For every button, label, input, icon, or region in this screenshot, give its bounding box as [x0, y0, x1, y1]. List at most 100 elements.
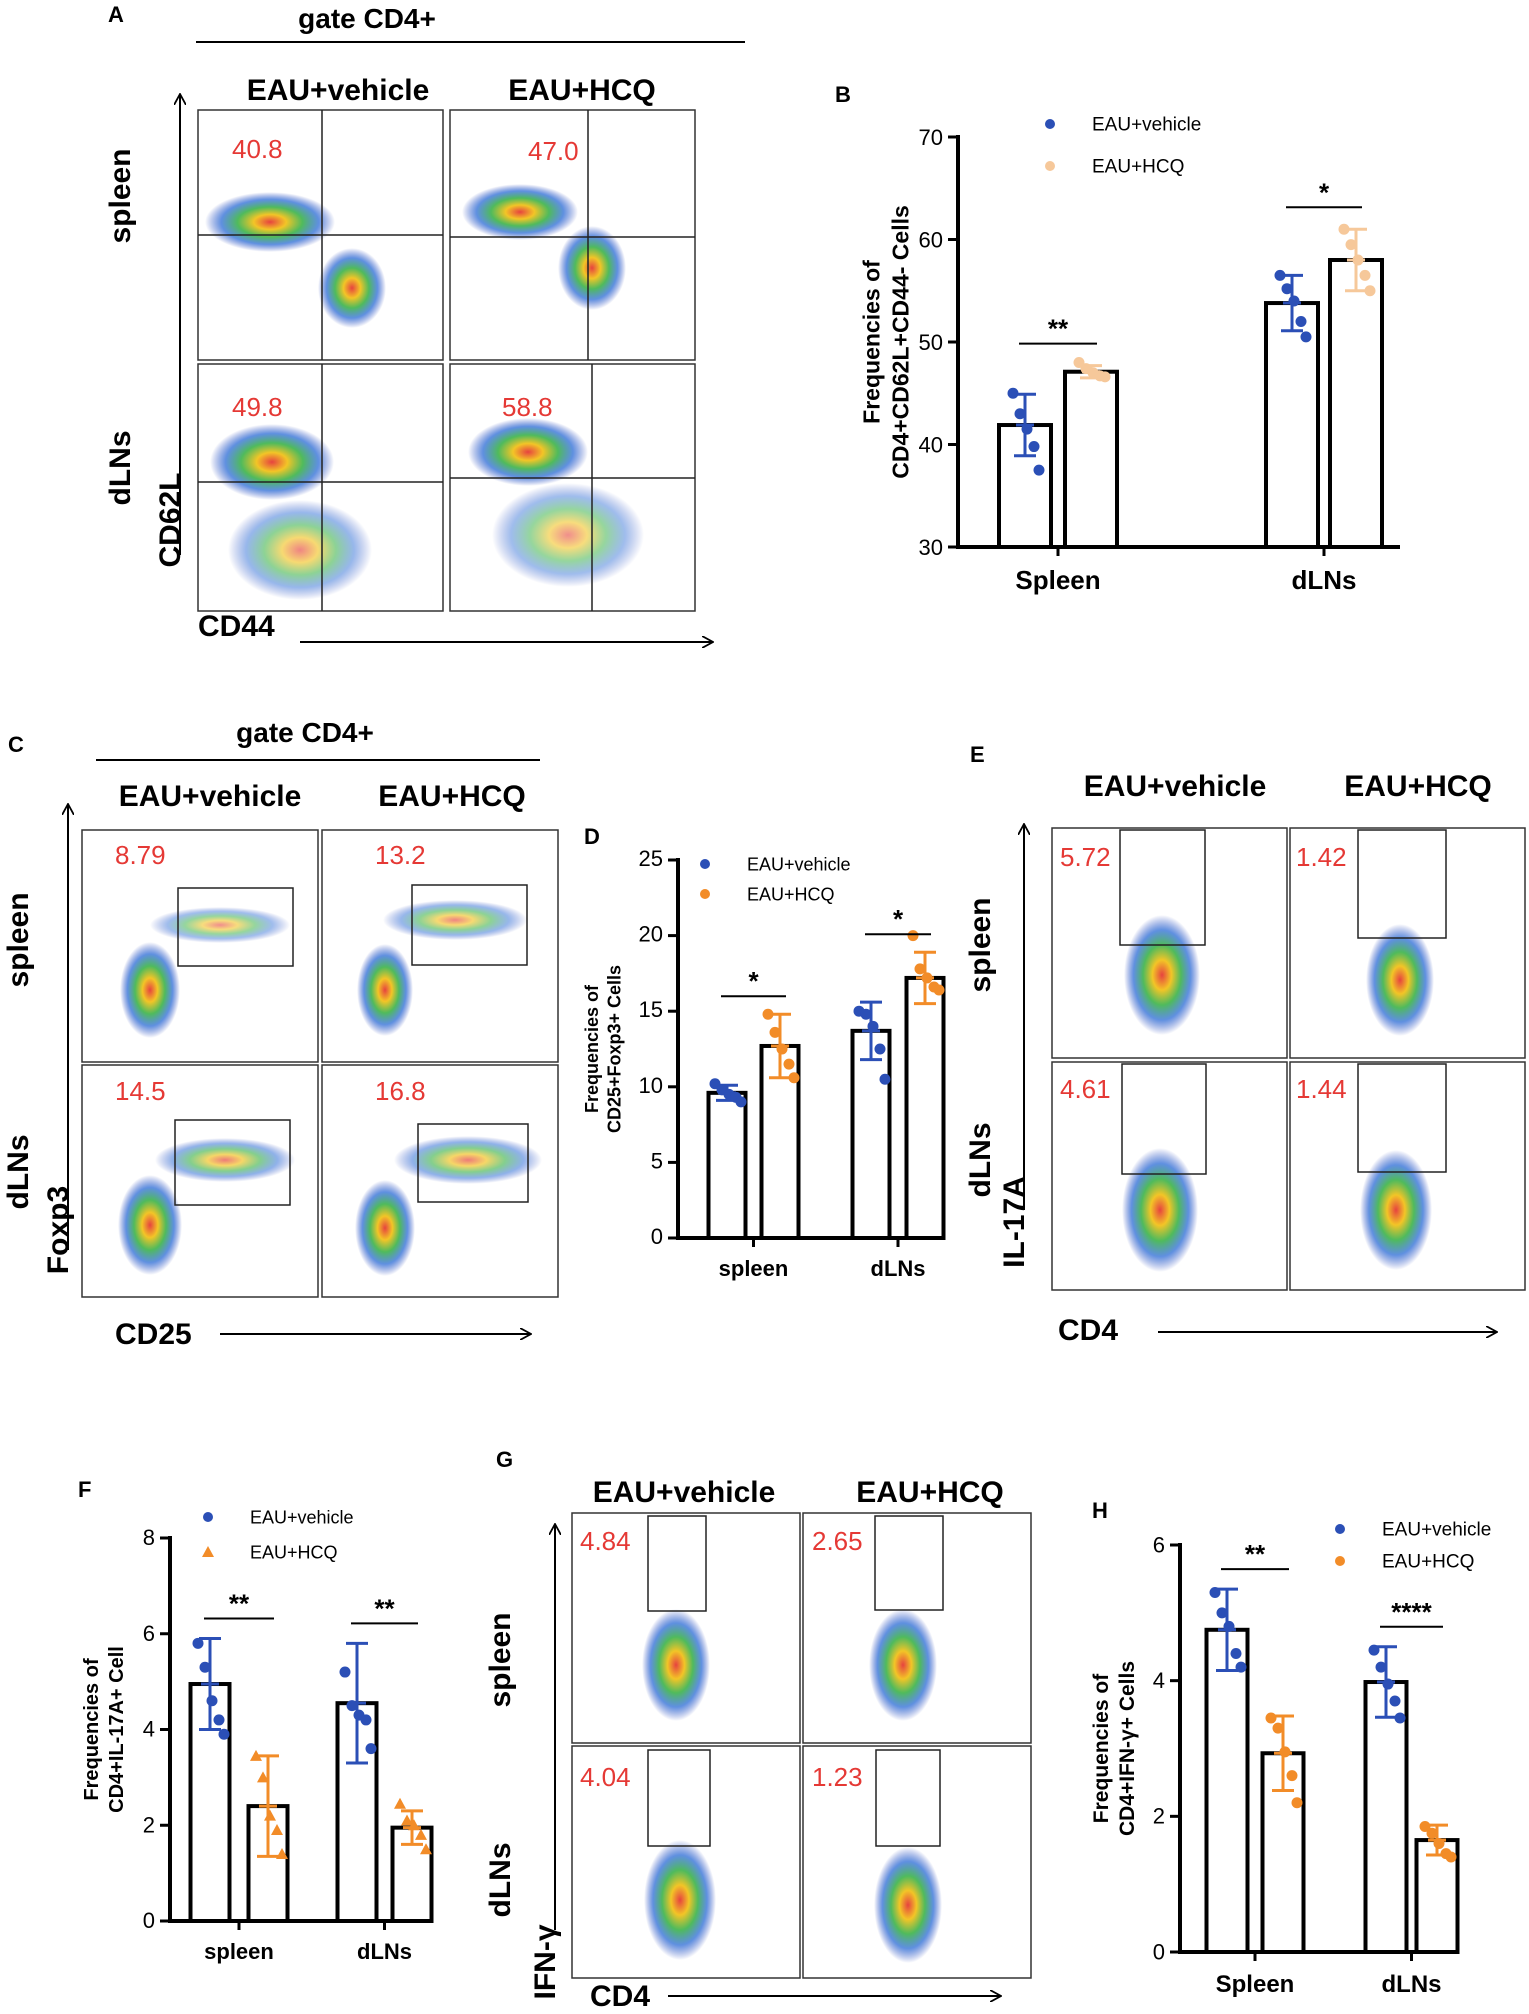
- panel-c-row-spleen: spleen: [2, 892, 35, 987]
- panel-a-plot-spleen-hcq: 47.0: [449, 109, 696, 361]
- chart-f-legend-marker: [202, 1546, 214, 1557]
- chart-b-ytick-label: 50: [919, 330, 943, 355]
- panel-e-plot-spleen-hcq: 1.42: [1289, 827, 1526, 1059]
- chart-d-point: [769, 1026, 781, 1038]
- panel-a-plot-spleen-vehicle: 40.8: [197, 109, 444, 361]
- panel-c-row-dlns: dLNs: [2, 1135, 35, 1210]
- panel-g-row-spleen: spleen: [484, 1612, 517, 1707]
- panel-c-y-marker: Foxp3: [42, 1186, 75, 1274]
- panel-g-x-marker: CD4: [590, 1980, 650, 2013]
- chart-d-bar-eau-vehicle-dlns: [850, 1028, 892, 1240]
- chart-f-point: [394, 1797, 406, 1809]
- chart-h-legend-marker: [1335, 1524, 1345, 1534]
- chart-h-point: [1375, 1661, 1387, 1673]
- chart-b-point: [1288, 295, 1300, 307]
- panel-c-plot-spleen-vehicle: 8.79: [81, 829, 319, 1063]
- chart-h-point: [1216, 1607, 1228, 1619]
- chart-d-bar-eau-hcq-dlns: [904, 975, 946, 1240]
- chart-b-point: [1028, 441, 1040, 453]
- chart-f-point: [401, 1814, 413, 1826]
- panel-g-row-dlns: dLNs: [484, 1843, 517, 1918]
- chart-d-point: [867, 1020, 879, 1032]
- chart-f-point: [250, 1749, 262, 1761]
- panel-a-col-hcq: EAU+HCQ: [508, 74, 656, 107]
- chart-d-point: [788, 1072, 800, 1084]
- panel-g-col-vehicle: EAU+vehicle: [593, 1476, 776, 1509]
- panel-e-plot-spleen-vehicle: 5.72: [1051, 827, 1288, 1059]
- chart-d-ytick-label: 25: [639, 846, 663, 871]
- chart-d-ytick-label: 5: [651, 1148, 663, 1173]
- chart-b-bar-eau-vehicle-dlns: [1264, 301, 1320, 549]
- chart-h-ytick-label: 2: [1153, 1804, 1165, 1829]
- chart-d-sig-stars: *: [748, 966, 759, 996]
- panel-a: A gate CD4+ EAU+vehicle EAU+HCQ spleen d…: [104, 2, 745, 643]
- chart-f-ytick-label: 2: [143, 1812, 155, 1837]
- chart-b-sig-stars: **: [1048, 314, 1069, 344]
- chart-f-legend-label: EAU+HCQ: [250, 1542, 338, 1562]
- chart-h-sig-stars: ****: [1391, 1597, 1432, 1627]
- chart-b-point: [1014, 408, 1026, 420]
- chart-h-legend-marker: [1335, 1556, 1345, 1566]
- panel-c: C gate CD4+ EAU+vehicle EAU+HCQ spleen d…: [2, 717, 559, 1351]
- panel-a-row-spleen: spleen: [104, 148, 137, 243]
- chart-b-ytick-label: 40: [919, 433, 943, 458]
- panel-a-gate: gate CD4+: [298, 3, 436, 34]
- chart-f-point: [360, 1714, 372, 1726]
- chart-f-point: [276, 1847, 288, 1859]
- chart-h-point: [1223, 1620, 1235, 1632]
- chart-b-point: [1099, 371, 1111, 383]
- panel-c-col-vehicle: EAU+vehicle: [119, 780, 302, 813]
- panel-g-pct-dlns-hcq: 1.23: [812, 1762, 863, 1792]
- chart-h-point: [1426, 1827, 1438, 1839]
- chart-b-legend-marker: [1045, 161, 1055, 171]
- panel-a-pct-spleen-vehicle: 40.8: [232, 134, 283, 164]
- chart-h-legend-label: EAU+HCQ: [1382, 1552, 1474, 1573]
- chart-h-point: [1394, 1712, 1406, 1724]
- panel-a-plot-dlns-vehicle: 49.8: [197, 363, 444, 612]
- panel-g-letter: G: [496, 1447, 513, 1472]
- chart-h-point: [1230, 1648, 1242, 1660]
- chart-f-point: [420, 1843, 432, 1855]
- chart-f-ytick-label: 4: [143, 1717, 155, 1742]
- panel-a-col-vehicle: EAU+vehicle: [247, 74, 430, 107]
- panel-e-plot-dlns-vehicle: 4.61: [1051, 1061, 1288, 1291]
- panel-c-plot-dlns-vehicle: 14.5: [81, 1064, 319, 1298]
- panel-g-y-marker: IFN-γ: [529, 1924, 562, 1999]
- panel-e-x-marker: CD4: [1058, 1314, 1118, 1347]
- chart-f-category-label: spleen: [204, 1939, 274, 1964]
- chart-h-point: [1368, 1644, 1380, 1656]
- chart-f-sig-stars: **: [374, 1593, 395, 1623]
- chart-h-point: [1286, 1770, 1298, 1782]
- panel-c-plot-dlns-hcq: 16.8: [321, 1064, 559, 1298]
- chart-f-point: [257, 1771, 269, 1783]
- panel-e-y-marker: IL-17A: [998, 1176, 1031, 1268]
- chart-h-point: [1433, 1837, 1445, 1849]
- chart-b-point: [1345, 239, 1357, 251]
- panel-e-pct-dlns-vehicle: 4.61: [1060, 1074, 1111, 1104]
- chart-f-point: [365, 1743, 377, 1755]
- panel-a-row-dlns: dLNs: [104, 431, 137, 506]
- panel-e-row-spleen: spleen: [964, 897, 997, 992]
- panel-e: E EAU+vehicle EAU+HCQ spleen dLNs IL-17A…: [964, 742, 1526, 1347]
- panel-a-pct-dlns-hcq: 58.8: [502, 392, 553, 422]
- chart-d-category-label: dLNs: [871, 1256, 926, 1281]
- chart-f-point: [271, 1824, 283, 1836]
- chart-h-point: [1445, 1851, 1457, 1863]
- chart-d-point: [907, 930, 919, 942]
- chart-d-sig-stars: *: [893, 904, 904, 934]
- panel-g-plot-dlns-hcq: 1.23: [802, 1745, 1032, 1979]
- chart-h-category-label: dLNs: [1382, 1971, 1442, 1998]
- chart-b-ytick-label: 60: [919, 228, 943, 253]
- chart-b-category-label: dLNs: [1292, 565, 1357, 595]
- chart-h-point: [1279, 1746, 1291, 1758]
- panel-g-pct-spleen-vehicle: 4.84: [580, 1526, 631, 1556]
- chart-b-point: [1033, 464, 1045, 476]
- chart-h-sig-stars: **: [1245, 1539, 1266, 1569]
- chart-b-point: [1021, 423, 1033, 435]
- panel-a-pct-dlns-vehicle: 49.8: [232, 392, 283, 422]
- chart-h-point: [1272, 1722, 1284, 1734]
- panel-a-y-marker: CD62L: [154, 472, 187, 567]
